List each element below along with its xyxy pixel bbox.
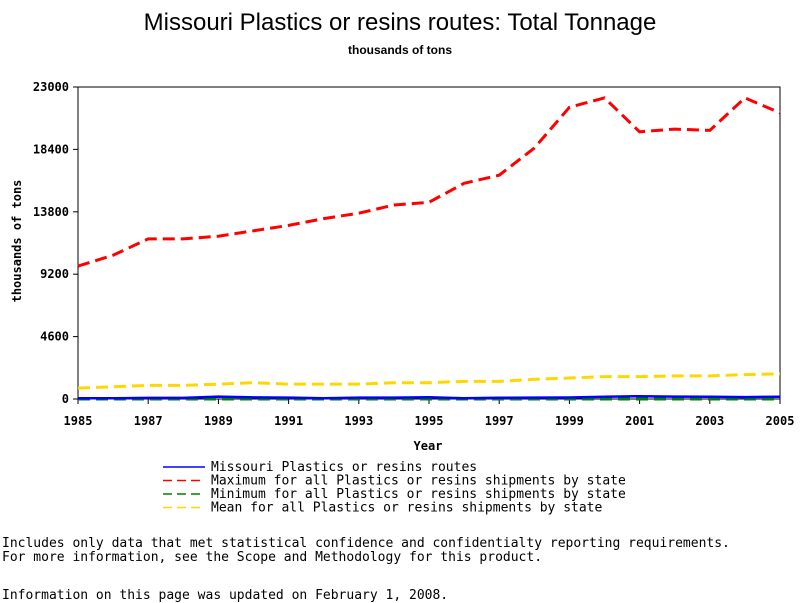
footnote-methodology: For more information, see the Scope and …: [2, 550, 543, 565]
y-tick-label: 23000: [33, 80, 69, 94]
series-line-3: [77, 372, 781, 390]
y-axis: 0 4600 9200 13800 18400 23000: [33, 80, 78, 406]
series-layer: [77, 96, 781, 401]
x-axis-label: Year: [414, 439, 443, 453]
chart-title: Missouri Plastics or resins routes: Tota…: [144, 9, 657, 36]
y-tick-label: 4600: [40, 330, 69, 344]
legend-label: Minimum for all Plastics or resins shipm…: [211, 487, 626, 502]
x-tick-label: 1985: [64, 414, 93, 428]
x-tick-label: 1997: [485, 414, 514, 428]
y-tick-label: 18400: [33, 142, 69, 156]
series-line-1: [77, 96, 781, 268]
x-axis: 1985 1987 1989 1991 1993 1995 1997 1999 2001 2003…: [64, 399, 795, 428]
y-tick-label: 0: [62, 392, 69, 406]
legend-label: Maximum for all Plastics or resins shipm…: [211, 474, 626, 489]
x-tick-label: 2005: [766, 414, 795, 428]
x-tick-label: 1995: [415, 414, 444, 428]
x-tick-label: 1991: [274, 414, 303, 428]
x-tick-label: 1993: [344, 414, 373, 428]
x-tick-label: 2003: [695, 414, 724, 428]
plot-frame: [77, 86, 781, 400]
legend-label: Missouri Plastics or resins routes: [211, 460, 477, 475]
footnote-updated: Information on this page was updated on …: [2, 588, 449, 603]
x-tick-label: 1989: [204, 414, 233, 428]
footnote-confidence: Includes only data that met statistical …: [2, 536, 730, 551]
y-tick-label: 13800: [33, 205, 69, 219]
y-tick-label: 9200: [40, 267, 69, 281]
legend: Missouri Plastics or resins routesMaximu…: [163, 460, 626, 516]
x-tick-label: 1987: [134, 414, 163, 428]
x-tick-label: 2001: [625, 414, 654, 428]
series-line-0: [78, 394, 781, 400]
y-axis-label: thousands of tons: [10, 180, 24, 303]
x-tick-label: 1999: [555, 414, 584, 428]
legend-label: Mean for all Plastics or resins shipment…: [211, 501, 603, 516]
chart-subtitle: thousands of tons: [348, 43, 452, 57]
